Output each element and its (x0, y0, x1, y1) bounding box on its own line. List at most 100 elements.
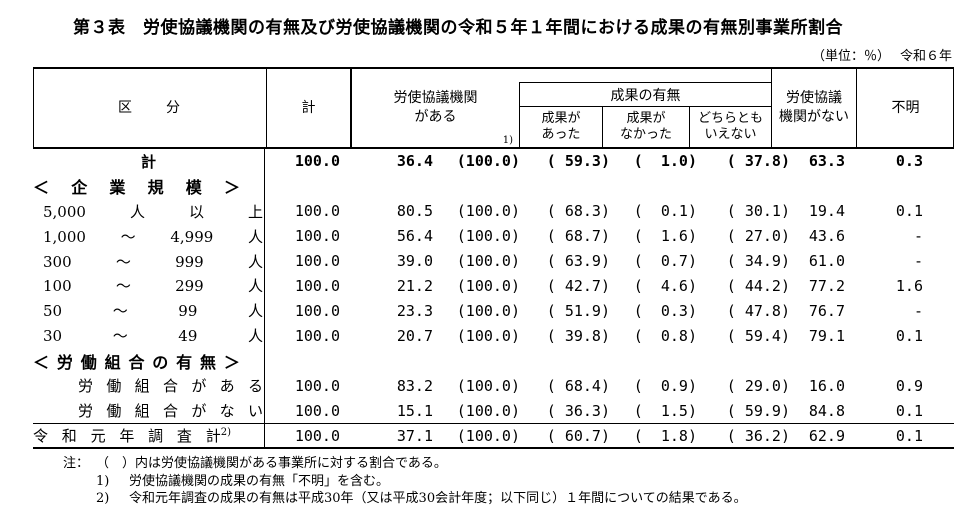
table-footer-row: 令和元年調査計2) 100.0 37.1 (100.0) ( 60.7) ( 1.8) ( … (33, 423, 954, 447)
row-label-token: の (152, 354, 169, 372)
value-cell: 20.7 (396, 326, 433, 345)
col-header-no-org: 労使協議 機関がない (772, 69, 856, 147)
table-title: 第３表 労使協議機関の有無及び労使協議機関の令和５年１年間における成果の有無別事… (73, 18, 843, 37)
row-label-token: ～ (115, 277, 131, 296)
row-label-token: 令 (33, 427, 49, 445)
value-cell: 0.1 (895, 401, 923, 420)
value-cell: - (913, 252, 923, 271)
col-header-outcome-no: 成果が なかった (602, 107, 689, 147)
value-cell: (100.0) (456, 276, 520, 295)
value-cell: 80.5 (396, 202, 433, 221)
value-cell: 100.0 (294, 426, 340, 445)
outcome-no-line2: なかった (619, 127, 672, 142)
col-header-unknown: 不明 (857, 69, 954, 147)
outcome-group-title: 成果の有無 (520, 83, 771, 107)
value-cell: 63.3 (808, 152, 845, 171)
value-cell: 100.0 (294, 152, 340, 171)
row-label: 100 ～ 299 人 (33, 273, 265, 299)
value-cell: ( 0.7) (633, 252, 697, 271)
value-cell: ( 34.9) (726, 252, 790, 271)
value-cell: ( 1.5) (633, 401, 697, 420)
value-cell: ( 37.8) (726, 152, 790, 171)
no-org-line2: 機関がない (779, 109, 849, 125)
row-label-token: 労 (78, 402, 94, 421)
value-cell: ( 0.1) (633, 202, 697, 221)
table-body: 計 100.0 36.4 (100.0) ( 59.3) ( 1.0) ( 37.8) 63.… (33, 149, 954, 423)
outcome-neither-line2: いえない (704, 127, 757, 142)
col-header-outcome-neither: どちらとも いえない (689, 107, 771, 147)
table-row: 50 ～ 99 人 100.0 23.3 (100.0) ( 51.9) ( 0.3) ( 47.… (33, 298, 954, 324)
value-cell: 0.1 (895, 426, 923, 445)
row-label-token: 30 (43, 327, 63, 346)
unit-note: （単位：％） (811, 49, 890, 64)
value-cell: 100.0 (294, 301, 340, 320)
row-label-token: 人 (247, 227, 263, 246)
value-cell: 100.0 (294, 202, 340, 221)
value-cell: (100.0) (456, 426, 520, 445)
row-label: 令和元年調査計2) (33, 424, 265, 447)
value-cell: 77.2 (808, 276, 845, 295)
value-cell: ( 59.3) (546, 152, 610, 171)
row-label-token: 規 (147, 180, 164, 198)
row-label-token: 人 (129, 202, 145, 221)
value-cell: ( 42.7) (546, 276, 610, 295)
value-cell: 15.1 (396, 401, 433, 420)
value-cell: 56.4 (396, 227, 433, 246)
value-cell: 0.3 (895, 152, 923, 171)
row-label-token: る (247, 377, 263, 396)
has-org-line1: 労使協議機関 (393, 90, 478, 106)
row-label-token: あ (219, 377, 235, 396)
value-cell: 100.0 (294, 227, 340, 246)
footnote-ref-2: 2) (220, 427, 231, 438)
value-cell: 61.0 (808, 252, 845, 271)
table-row: 1,000 ～ 4,999 人 100.0 56.4 (100.0) ( 68.7) ( 1.6… (33, 223, 954, 249)
row-label-token: 1,000 (43, 227, 86, 246)
row-label-token: 査 (176, 427, 192, 445)
grid-line-bold (350, 69, 352, 147)
row-label: 1,000 ～ 4,999 人 (33, 223, 265, 249)
row-label-token: 100 (43, 277, 72, 296)
row-label-token: 働 (106, 377, 122, 396)
outcome-group-header: 成果の有無 成果が あった 成果が なかった どちらとも いえない (519, 82, 771, 147)
row-label-token: ～ (112, 302, 128, 321)
value-cell: (100.0) (456, 326, 520, 345)
value-cell: - (913, 301, 923, 320)
col-header-kubun: 区 分 (34, 69, 266, 147)
row-label-token: が (191, 377, 207, 396)
value-cell: 0.1 (895, 326, 923, 345)
row-label-token: ～ (115, 252, 131, 271)
value-cell: ( 0.9) (633, 376, 697, 395)
value-cell: ( 68.4) (546, 376, 610, 395)
outcome-no-line1: 成果が (626, 111, 666, 126)
value-cell: ( 39.8) (546, 326, 610, 345)
row-label-token: 業 (109, 180, 126, 198)
value-cell: ( 4.6) (633, 276, 697, 295)
value-cell: 21.2 (396, 276, 433, 295)
value-cell: 100.0 (294, 326, 340, 345)
row-label-token: ～ (120, 227, 136, 246)
value-cell: (100.0) (456, 401, 520, 420)
col-header-has-org: 労使協議機関 がある 1) (352, 69, 519, 147)
value-cell: 84.8 (808, 401, 845, 420)
row-label-token: 99 (178, 302, 198, 321)
table-row: 300 ～ 999 人 100.0 39.0 (100.0) ( 63.9) ( 0.7) ( 3… (33, 248, 954, 274)
row-label-token: い (247, 402, 263, 421)
value-cell: (100.0) (456, 252, 520, 271)
value-cell: ( 68.7) (546, 227, 610, 246)
row-label-token: ～ (112, 327, 128, 346)
table-row: 30 ～ 49 人 100.0 20.7 (100.0) ( 39.8) ( 0.8) ( 59.… (33, 323, 954, 349)
footnote-line: 2) 令和元年調査の成果の有無は平成30年（又は平成30会計年度；以下同じ）１年… (96, 490, 954, 505)
row-label-token: 無 (200, 354, 217, 372)
row-label-token: 49 (178, 327, 198, 346)
table-row: 100 ～ 299 人 100.0 21.2 (100.0) ( 42.7) ( 4.6) ( 4… (33, 273, 954, 299)
value-cell: ( 60.7) (546, 426, 610, 445)
row-label-token: 調 (148, 427, 164, 445)
table-row: 令和元年調査計2) 100.0 37.1 (100.0) ( 60.7) ( 1.8) ( … (33, 423, 954, 447)
row-label: 50 ～ 99 人 (33, 298, 265, 324)
footnote-line: 注： （ ）内は労使協議機関がある事業所に対する割合である。 (63, 455, 954, 473)
value-cell: 100.0 (294, 276, 340, 295)
value-cell: 43.6 (808, 227, 845, 246)
value-cell: ( 27.0) (726, 227, 790, 246)
row-label: ＜ 労働組合の有無 ＞ (33, 348, 265, 374)
